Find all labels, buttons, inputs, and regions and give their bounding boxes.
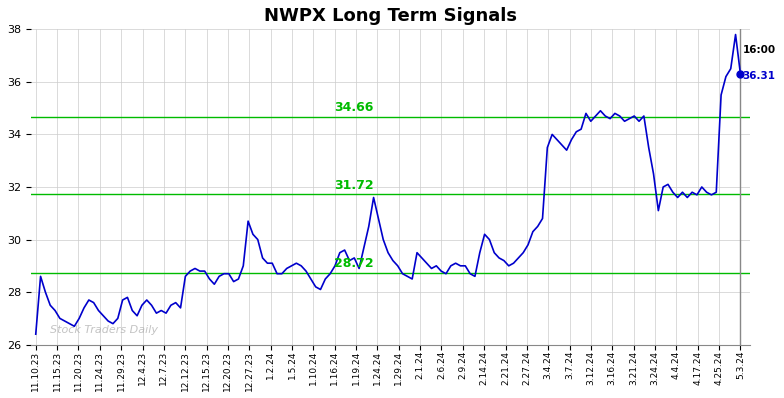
- Text: 28.72: 28.72: [334, 258, 373, 270]
- Title: NWPX Long Term Signals: NWPX Long Term Signals: [264, 7, 517, 25]
- Text: Stock Traders Daily: Stock Traders Daily: [50, 325, 158, 335]
- Text: 34.66: 34.66: [334, 101, 373, 114]
- Text: 31.72: 31.72: [334, 179, 373, 191]
- Text: 36.31: 36.31: [742, 71, 776, 81]
- Text: 16:00: 16:00: [742, 45, 776, 55]
